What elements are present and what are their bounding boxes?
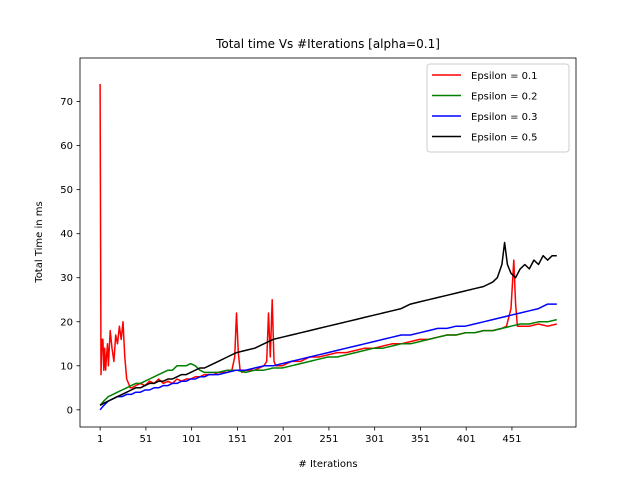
x-axis-label: # Iterations bbox=[298, 459, 357, 470]
y-tick-label: 20 bbox=[60, 317, 73, 328]
y-tick-label: 30 bbox=[60, 273, 73, 284]
y-tick-label: 70 bbox=[60, 97, 73, 108]
series-line-4 bbox=[99, 241, 557, 407]
legend-label-3: Epsilon = 0.3 bbox=[471, 112, 538, 123]
x-tick-label: 301 bbox=[365, 434, 384, 445]
y-tick-label: 60 bbox=[60, 141, 73, 152]
series-line-2 bbox=[99, 318, 557, 406]
y-tick-label: 50 bbox=[60, 185, 73, 196]
legend-label-4: Epsilon = 0.5 bbox=[471, 133, 538, 144]
y-tick-label: 10 bbox=[60, 361, 73, 372]
x-tick-label: 451 bbox=[502, 434, 521, 445]
legend-label-1: Epsilon = 0.1 bbox=[471, 71, 538, 82]
x-axis-ticks: 1 51 101 151 201 251 301 351 401 451 bbox=[97, 427, 521, 445]
y-axis-ticks: 0 10 20 30 40 50 60 70 bbox=[60, 97, 80, 416]
legend-label-2: Epsilon = 0.2 bbox=[471, 92, 538, 103]
axes-frame bbox=[79, 57, 577, 428]
chart-title: Total time Vs #Iterations [alpha=0.1] bbox=[215, 37, 440, 51]
x-tick-label: 1 bbox=[97, 434, 103, 445]
plot-area: 1 51 101 151 201 251 301 351 401 451 010203040506… bbox=[60, 57, 577, 445]
series-layer bbox=[99, 83, 557, 411]
x-tick-label: 151 bbox=[228, 434, 247, 445]
x-tick-label: 251 bbox=[319, 434, 338, 445]
x-tick-label: 401 bbox=[457, 434, 476, 445]
series-line-3 bbox=[99, 303, 557, 411]
y-axis-label: Total Time in ms bbox=[34, 201, 45, 283]
y-tick-label: 40 bbox=[60, 229, 73, 240]
x-tick-label: 201 bbox=[274, 434, 293, 445]
legend-box bbox=[426, 63, 570, 153]
x-tick-label: 101 bbox=[182, 434, 201, 445]
x-tick-label: 351 bbox=[411, 434, 430, 445]
y-tick-label: 0 bbox=[67, 405, 73, 416]
x-tick-label: 51 bbox=[140, 434, 153, 445]
legend: Epsilon = 0.1 Epsilon = 0.2 Epsilon = 0.3 E… bbox=[426, 63, 570, 153]
